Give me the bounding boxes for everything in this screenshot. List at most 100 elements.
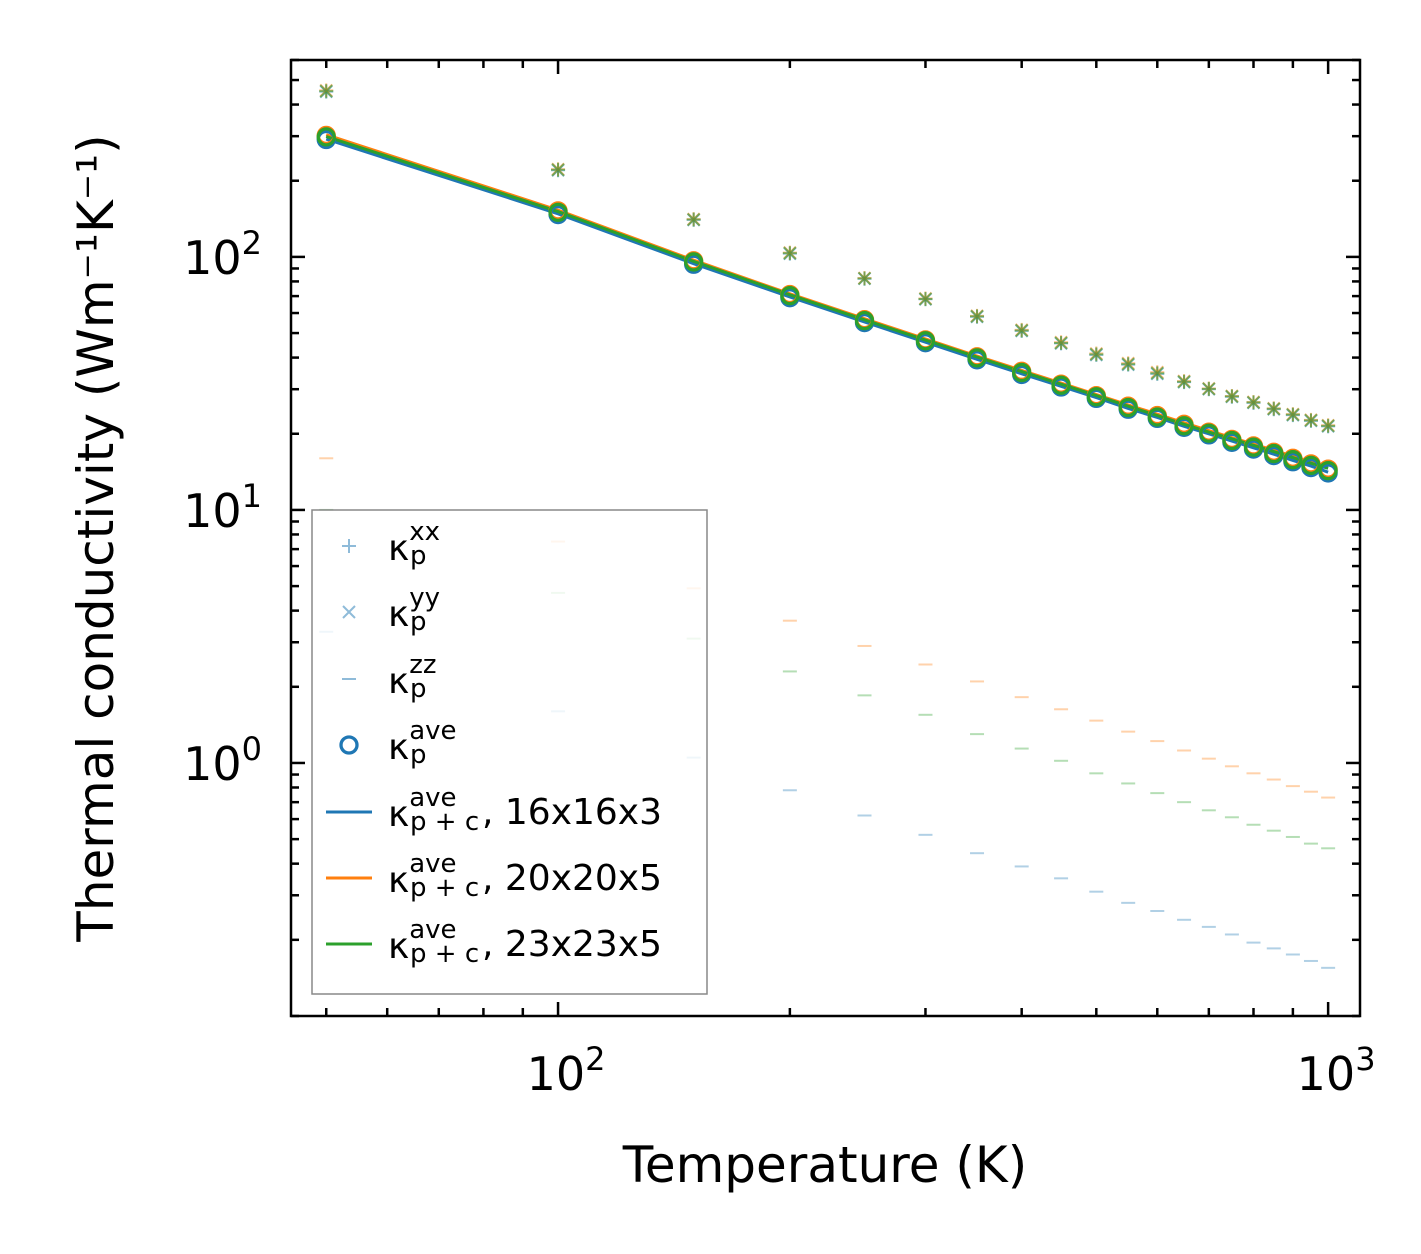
point-kappa_p_ave-2-4 (854, 310, 875, 331)
point-kappa_p_ave-2-10 (1118, 397, 1138, 418)
x-axis-label: Temperature (K) (622, 1136, 1027, 1194)
legend-symbol-3: κ (388, 727, 409, 768)
point-kappa_p_yy-2-11 (1150, 366, 1164, 380)
legend-superscript-6: ave (409, 915, 456, 945)
legend-superscript-4: ave (409, 783, 456, 813)
series-kappa_pc_ave_23x23x5 (325, 135, 1329, 470)
legend-subscript-1: p (410, 607, 427, 637)
legend-marker-0 (342, 539, 356, 553)
series-kappa_pc_ave_16x16x3 (325, 137, 1329, 474)
point-kappa_p_ave-2-5 (915, 331, 936, 351)
point-kappa_p_yy-2-8 (1054, 336, 1068, 350)
point-kappa_p_yy-2-12 (1177, 375, 1191, 389)
legend-superscript-0: xx (409, 517, 440, 547)
legend-label-5: κave (388, 849, 457, 901)
y-tick-label-10-exponent: 1 (242, 477, 262, 515)
legend-subscript-4: p + c (410, 807, 479, 837)
legend-suffix-4: , 16x16x3 (482, 792, 662, 833)
legend-superscript-1: yy (409, 583, 440, 613)
point-kappa_p_ave-2-13 (1199, 423, 1219, 443)
legend-suffix-5: , 20x20x5 (482, 858, 662, 899)
legend-box (311, 509, 708, 995)
legend-symbol-2: κ (388, 661, 409, 702)
x-tick-label-100-base: 10 (527, 1047, 586, 1101)
point-kappa_p_yy-2-19 (1321, 419, 1335, 433)
point-kappa_p_yy-2-1 (551, 163, 565, 177)
legend-superscript-2: zz (409, 650, 436, 680)
y-tick-label-10: 101 (183, 477, 262, 538)
point-kappa_p_yy-2-5 (918, 292, 933, 306)
legend-subscript-2: p (410, 674, 427, 704)
y-axis-label: Thermal conductivity (Wm⁻¹K⁻¹) (67, 134, 125, 942)
point-kappa_p_yy-2-3 (783, 246, 797, 260)
point-kappa_p_ave-2-14 (1222, 430, 1242, 451)
legend-subscript-5: p + c (410, 873, 479, 903)
legend-label-6: κave (388, 915, 457, 967)
point-kappa_p_yy-2-10 (1121, 357, 1135, 371)
point-kappa_p_ave-2-12 (1174, 416, 1194, 436)
point-kappa_p_yy-2-16 (1267, 402, 1281, 416)
x-tick-label-1000: 103 (1297, 1040, 1376, 1101)
legend-symbol-6: κ (388, 926, 409, 967)
legend-symbol-0: κ (388, 528, 409, 569)
legend-label-2: κzz (388, 650, 437, 702)
point-kappa_p_yy-2-2 (686, 212, 701, 227)
legend-symbol-1: κ (388, 594, 409, 635)
point-kappa_p_ave-2-6 (967, 348, 987, 368)
point-kappa_p_yy-2-15 (1246, 395, 1261, 410)
legend-label-0: κxx (388, 517, 440, 569)
point-kappa_p_yy-2-18 (1304, 413, 1318, 428)
series-kappa_p_ave (316, 125, 1338, 483)
line-kappa_pc_ave_23x23x5 (325, 135, 1329, 470)
legend-label-3: κave (388, 716, 457, 768)
line-kappa_pc_ave_16x16x3 (325, 137, 1329, 474)
point-kappa_p_yy-2-6 (970, 309, 984, 324)
point-kappa_p_ave-2-8 (1051, 375, 1071, 395)
point-kappa_p_ave-2-2 (684, 252, 704, 272)
legend-subscript-0: p (410, 541, 427, 571)
y-tick-label-10-base: 10 (183, 484, 242, 538)
point-kappa_p_ave-2-7 (1012, 362, 1032, 383)
y-tick-label-1-base: 10 (183, 737, 242, 791)
point-kappa_p_ave-2-11 (1147, 407, 1167, 427)
series-kappa_p_yy (319, 83, 1335, 434)
legend-subscript-3: p (410, 740, 427, 770)
y-tick-label-1-exponent: 0 (242, 730, 262, 768)
point-kappa_p_yy-2-17 (1286, 407, 1300, 422)
y-tick-label-1: 100 (183, 730, 262, 791)
legend-label-4: κave (388, 783, 457, 835)
legend-label-1: κyy (388, 583, 440, 635)
x-tick-label-1000-base: 10 (1297, 1047, 1356, 1101)
legend-symbol-5: κ (388, 860, 409, 901)
legend-marker-1 (342, 605, 356, 619)
point-kappa_p_ave-2-19 (1318, 460, 1338, 481)
point-kappa_p_yy-2-7 (1014, 323, 1029, 338)
x-tick-label-1000-exponent: 3 (1355, 1040, 1375, 1078)
y-tick-label-100-base: 10 (183, 231, 242, 285)
point-kappa_p_yy-2-13 (1202, 382, 1216, 396)
x-tick-label-100: 102 (527, 1040, 606, 1101)
point-kappa_p_ave-2-0 (316, 127, 336, 147)
point-kappa_p_ave-2-1 (548, 202, 568, 222)
x-tick-label-100-exponent: 2 (585, 1040, 605, 1078)
legend-superscript-3: ave (409, 716, 456, 746)
legend-suffix-6: , 23x23x5 (482, 924, 662, 965)
y-tick-label-100-exponent: 2 (242, 224, 262, 262)
y-tick-label-100: 102 (183, 224, 262, 285)
point-kappa_p_ave-2-3 (780, 285, 800, 306)
point-kappa_p_yy-2-9 (1089, 347, 1104, 362)
plot-frame (289, 58, 1362, 1018)
point-kappa_p_yy-2-4 (857, 271, 872, 286)
point-kappa_p_yy-2-14 (1225, 389, 1239, 404)
legend-symbol-4: κ (388, 794, 409, 835)
point-kappa_p_yy-2-0 (319, 84, 333, 98)
